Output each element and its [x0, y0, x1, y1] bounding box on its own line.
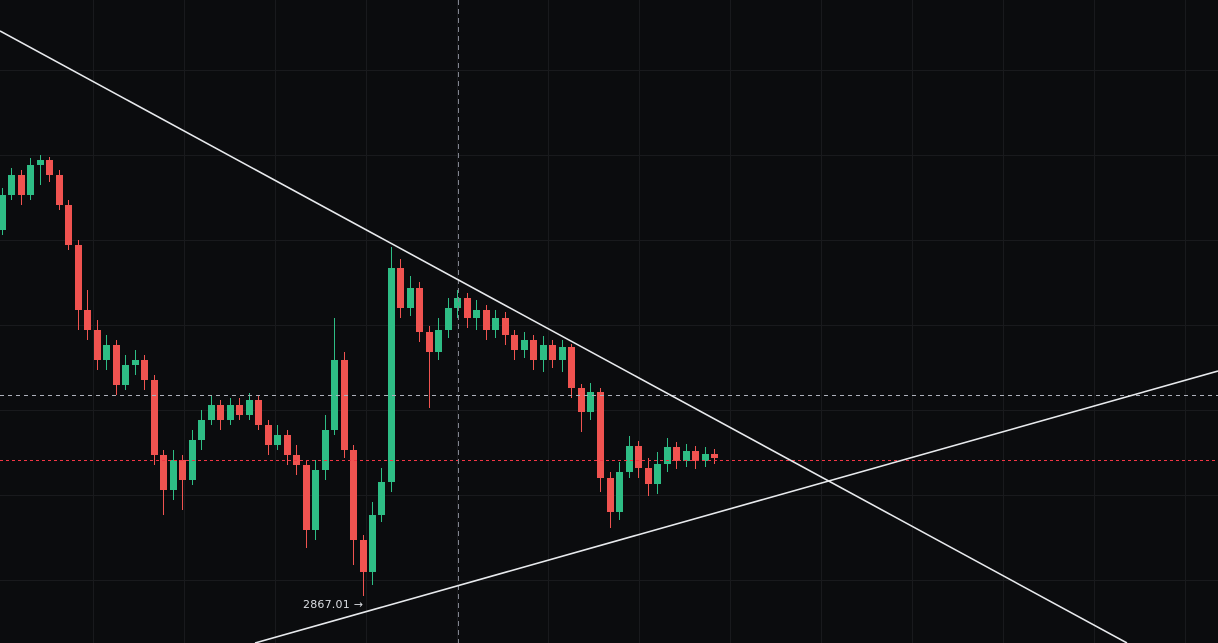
candle-up [369, 515, 376, 572]
candle-up [122, 365, 129, 385]
candle-down [341, 360, 348, 450]
candle-up [198, 420, 205, 440]
candle-down [711, 454, 718, 458]
candle-up [37, 160, 44, 165]
candle-down [464, 298, 471, 318]
candle-up [378, 482, 385, 515]
candle-down [607, 478, 614, 512]
ascending-trendline[interactable] [254, 370, 1218, 643]
candle-up [27, 165, 34, 195]
candle-down [511, 335, 518, 350]
price-annotation-value: 2867.01 [303, 598, 350, 611]
candle-up [702, 454, 709, 461]
candle-down [502, 318, 509, 335]
candle-down [303, 465, 310, 530]
candle-up [616, 472, 623, 512]
candle-up [227, 405, 234, 420]
candle-up [454, 298, 461, 308]
candle-up [246, 400, 253, 415]
candle-down [360, 540, 367, 572]
candle-up [312, 470, 319, 530]
candle-down [483, 310, 490, 330]
candle-down [284, 435, 291, 455]
candle-down [113, 345, 120, 385]
candle-down [236, 405, 243, 415]
candle-down [94, 330, 101, 360]
candle-up [331, 360, 338, 430]
candle-up [587, 392, 594, 412]
candle-down [46, 160, 53, 175]
candle-up [626, 446, 633, 472]
candle-up [654, 464, 661, 484]
candle-up [322, 430, 329, 470]
candle-down [65, 205, 72, 245]
candle-down [635, 446, 642, 468]
candle-down [549, 345, 556, 360]
candle-down [141, 360, 148, 380]
candle-down [18, 175, 25, 195]
candle-down [568, 347, 575, 388]
descending-trendline[interactable] [0, 30, 1128, 643]
candle-down [673, 447, 680, 461]
candle-down [75, 245, 82, 310]
candle-down [350, 450, 357, 540]
candle-up [683, 451, 690, 461]
candle-up [132, 360, 139, 365]
candle-down [597, 392, 604, 478]
candle-up [407, 288, 414, 308]
candle-up [0, 195, 6, 230]
candle-up [521, 340, 528, 350]
candle-down [265, 425, 272, 445]
right-arrow-icon: → [353, 598, 364, 611]
price-annotation[interactable]: 2867.01 → [303, 598, 363, 611]
candle-down [255, 400, 262, 425]
candle-down [160, 455, 167, 490]
candle-down [645, 468, 652, 484]
candle-down [151, 380, 158, 455]
candle-up [664, 447, 671, 464]
candle-down [56, 175, 63, 205]
candle-up [170, 460, 177, 490]
candle-up [540, 345, 547, 360]
candle-down [578, 388, 585, 412]
candle-up [492, 318, 499, 330]
candle-up [445, 308, 452, 330]
candle-down [84, 310, 91, 330]
candle-up [559, 347, 566, 360]
candle-up [473, 310, 480, 318]
candle-down [217, 405, 224, 420]
candle-down [692, 451, 699, 461]
candle-down [397, 268, 404, 308]
candle-up [8, 175, 15, 195]
candle-up [388, 268, 395, 482]
candle-up [208, 405, 215, 420]
candle-down [416, 288, 423, 332]
candle-up [435, 330, 442, 352]
candle-down [530, 340, 537, 360]
candle-down [426, 332, 433, 352]
candle-down [179, 460, 186, 480]
candle-up [103, 345, 110, 360]
candle-up [274, 435, 281, 445]
